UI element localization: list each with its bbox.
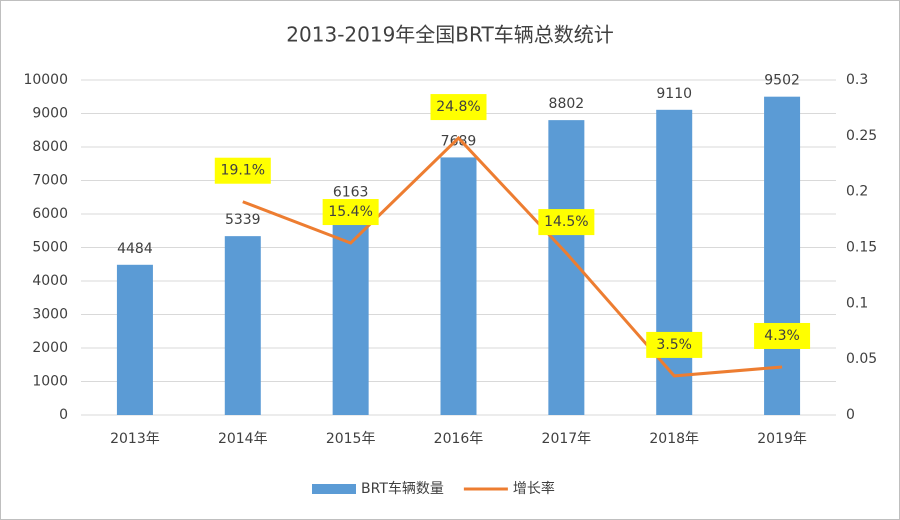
value-label-box (754, 322, 811, 349)
bar-value-label: 9502 (764, 73, 800, 89)
x-tick-label: 2018年 (649, 431, 699, 447)
y-tick-label: 3000 (32, 307, 68, 323)
legend-swatch (312, 484, 356, 494)
value-label-box (322, 199, 379, 226)
x-tick-label: 2016年 (434, 431, 484, 447)
chart-title: 2013-2019年全国BRT车辆总数统计 (286, 23, 613, 47)
y2-tick-label: 0.25 (846, 128, 877, 144)
y2-tick-label: 0.05 (846, 351, 877, 367)
line-value-label: 15.4% (328, 204, 372, 220)
bar-value-label: 7689 (441, 133, 477, 149)
bar (224, 236, 261, 415)
line (242, 135, 783, 378)
value-label-box (538, 209, 595, 236)
bar-value-label: 9110 (656, 86, 692, 102)
y2-tick-label: 0.3 (846, 72, 868, 88)
bar-value-label: 6163 (333, 185, 369, 201)
bar-value-label: 8802 (549, 96, 585, 112)
y2-tick-label: 0 (846, 407, 855, 423)
y-tick-label: 2000 (32, 340, 68, 356)
x-tick-label: 2013年 (110, 431, 160, 447)
bar (764, 96, 801, 416)
legend-label: BRT车辆数量 (361, 480, 444, 497)
y-tick-label: 6000 (32, 206, 68, 222)
value-label-box (214, 157, 271, 184)
x-tick-label: 2015年 (326, 431, 376, 447)
y-tick-label: 0 (59, 407, 68, 423)
value-label-box (646, 331, 703, 358)
line-value-label: 19.1% (221, 163, 265, 179)
bar (656, 109, 693, 415)
line-value-label: 24.8% (436, 99, 480, 115)
y-tick-label: 5000 (32, 240, 68, 256)
bar (116, 264, 153, 415)
y-tick-label: 4000 (32, 273, 68, 289)
y2-tick-label: 0.1 (846, 295, 868, 311)
bar (440, 157, 477, 415)
legend-label: 增长率 (513, 480, 555, 497)
value-label-box (430, 94, 487, 121)
y-tick-label: 9000 (32, 106, 68, 122)
y-tick-label: 8000 (32, 139, 68, 155)
bar-value-label: 5339 (225, 212, 261, 228)
line-value-label: 14.5% (544, 214, 588, 230)
x-tick-label: 2017年 (542, 431, 592, 447)
y-tick-label: 10000 (23, 72, 68, 88)
y-tick-label: 7000 (32, 173, 68, 189)
y2-tick-label: 0.15 (846, 240, 877, 256)
x-tick-label: 2019年 (757, 431, 807, 447)
y2-tick-label: 0.2 (846, 184, 868, 200)
y-tick-label: 1000 (32, 374, 68, 390)
bar-value-label: 4484 (117, 241, 153, 257)
line-value-label: 3.5% (656, 337, 692, 353)
line-value-label: 4.3% (764, 328, 800, 344)
x-tick-label: 2014年 (218, 431, 268, 447)
